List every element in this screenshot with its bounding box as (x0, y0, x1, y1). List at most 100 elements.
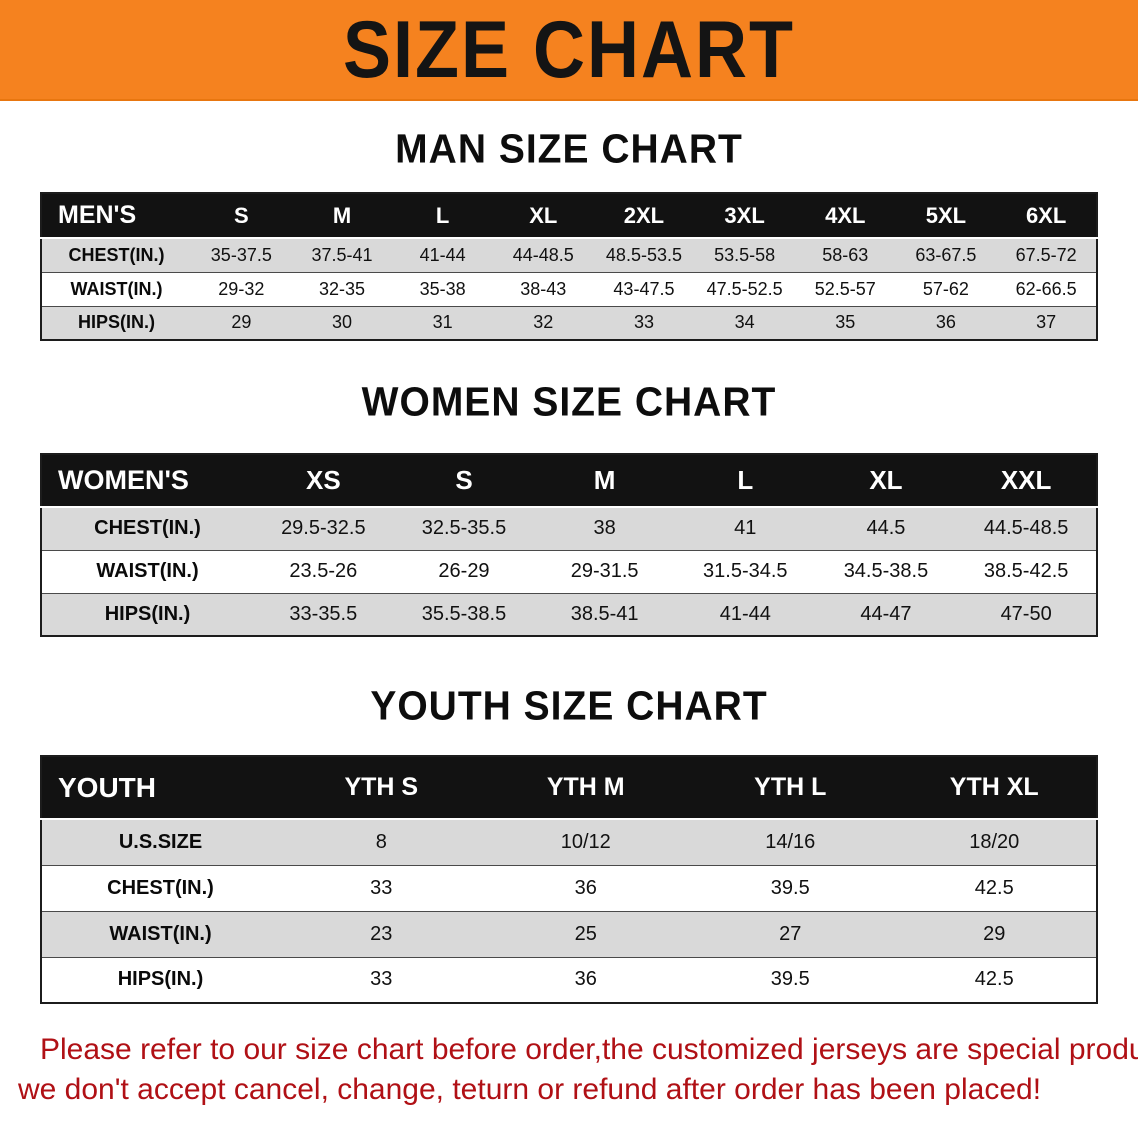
table-row: HIPS(IN.) 33-35.5 35.5-38.5 38.5-41 41-44 44-… (41, 592, 1097, 636)
size-column-header: YTH M (483, 756, 688, 820)
table-row: HIPS(IN.) 33 36 39.5 42.5 (41, 956, 1097, 1003)
size-column-header: XS (253, 454, 394, 508)
row-label: HIPS(IN.) (41, 956, 279, 1003)
table-title-cell: MEN'S (41, 193, 191, 239)
women-size-table: WOMEN'S XS S M L XL XXL CHEST(IN.) 29.5-32.5 32.5… (40, 453, 1098, 637)
size-value-cell: 23.5-26 (253, 549, 394, 593)
size-value-cell: 29 (892, 910, 1097, 957)
size-column-header: 2XL (593, 193, 695, 239)
size-value-cell: 36 (483, 956, 688, 1003)
size-value-cell: 25 (483, 910, 688, 957)
youth-size-section: YOUTH SIZE CHART YOUTH YTH S YTH M YTH L YTH… (0, 684, 1138, 1004)
size-value-cell: 33 (279, 864, 484, 911)
size-column-header: XL (492, 193, 594, 239)
row-label: U.S.SIZE (118, 830, 203, 853)
size-value-cell: 35.5-38.5 (393, 592, 535, 636)
size-column-header: S (191, 193, 292, 239)
men-section-heading: MAN SIZE CHART (395, 126, 743, 173)
disclaimer-line-1: Please refer to our size chart before or… (40, 1033, 1138, 1066)
size-value-cell: 47.5-52.5 (694, 271, 795, 306)
size-value-cell: 58-63 (822, 244, 869, 265)
size-value-cell: 38.5-41 (534, 592, 675, 636)
table-row: CHEST(IN.) 35-37.5 37.5-41 41-44 44-48.5 48.5… (41, 238, 1097, 272)
size-value-cell: 41-44 (674, 592, 816, 636)
table-header-row: YOUTH YTH S YTH M YTH L YTH XL (41, 756, 1097, 820)
size-value-cell: 29 (191, 305, 292, 340)
size-column-header: L (392, 193, 493, 239)
size-value-cell: 8 (375, 830, 387, 853)
row-label: CHEST(IN.) (68, 244, 165, 265)
women-size-section: WOMEN SIZE CHART WOMEN'S XS S M L XL XXL CHEST(… (0, 379, 1138, 637)
table-row: U.S.SIZE 8 10/12 14/16 18/20 (41, 819, 1097, 865)
size-value-cell: 31 (392, 305, 493, 340)
size-value-cell: 23 (279, 910, 484, 957)
size-column-header: YTH XL (892, 756, 1097, 820)
size-column-header: L (674, 454, 816, 508)
size-value-cell: 35-38 (392, 271, 493, 306)
men-size-section: MAN SIZE CHART MEN'S S M L XL 2XL 3XL 4XL 5XL 6XL… (0, 126, 1138, 341)
size-value-cell: 35-37.5 (210, 244, 272, 265)
size-value-cell: 35 (794, 305, 896, 340)
row-label: HIPS(IN.) (41, 592, 253, 636)
size-value-cell: 37.5-41 (311, 244, 373, 265)
row-label: WAIST(IN.) (41, 271, 191, 306)
table-title-cell: WOMEN'S (41, 454, 253, 508)
size-value-cell: 41-44 (419, 244, 466, 265)
row-label: CHEST(IN.) (94, 517, 201, 540)
size-value-cell: 31.5-34.5 (674, 549, 816, 593)
size-value-cell: 29-32 (191, 271, 292, 306)
size-value-cell: 18/20 (969, 830, 1020, 853)
size-value-cell: 33-35.5 (253, 592, 394, 636)
size-value-cell: 36 (895, 305, 997, 340)
page-title: SIZE CHART (343, 4, 795, 95)
women-section-heading: WOMEN SIZE CHART (361, 379, 777, 426)
size-value-cell: 27 (688, 910, 893, 957)
row-label: CHEST(IN.) (41, 864, 279, 911)
table-row: CHEST(IN.) 33 36 39.5 42.5 (41, 864, 1097, 911)
size-value-cell: 38 (593, 517, 616, 540)
men-size-table: MEN'S S M L XL 2XL 3XL 4XL 5XL 6XL CHEST(IN.) 35-37… (40, 192, 1098, 341)
size-value-cell: 39.5 (688, 864, 893, 911)
size-value-cell: 53.5-58 (714, 244, 776, 265)
size-value-cell: 34.5-38.5 (815, 549, 957, 593)
size-column-header: S (393, 454, 535, 508)
table-title-cell: YOUTH (41, 756, 279, 820)
disclaimer-line-2: we don't accept cancel, change, teturn o… (18, 1073, 1042, 1106)
size-value-cell: 47-50 (956, 592, 1097, 636)
size-value-cell: 62-66.5 (996, 271, 1097, 306)
size-value-cell: 42.5 (892, 864, 1097, 911)
size-value-cell: 38.5-42.5 (956, 549, 1097, 593)
table-row: WAIST(IN.) 29-32 32-35 35-38 38-43 43-47.5 47.… (41, 271, 1097, 306)
size-value-cell: 37 (996, 305, 1097, 340)
table-row: WAIST(IN.) 23.5-26 26-29 29-31.5 31.5-34.5 34… (41, 549, 1097, 593)
size-value-cell: 32.5-35.5 (421, 517, 507, 540)
size-value-cell: 44.5-48.5 (983, 517, 1069, 540)
size-value-cell: 14/16 (765, 830, 816, 853)
size-value-cell: 29.5-32.5 (281, 517, 366, 540)
size-value-cell: 41 (734, 517, 757, 540)
size-column-header: 3XL (694, 193, 795, 239)
table-row: WAIST(IN.) 23 25 27 29 (41, 910, 1097, 957)
size-value-cell: 29-31.5 (534, 549, 675, 593)
size-value-cell: 63-67.5 (915, 244, 977, 265)
row-label: WAIST(IN.) (41, 910, 279, 957)
size-value-cell: 32 (492, 305, 594, 340)
size-value-cell: 43-47.5 (593, 271, 695, 306)
size-value-cell: 42.5 (892, 956, 1097, 1003)
size-value-cell: 10/12 (560, 830, 611, 853)
size-value-cell: 67.5-72 (1015, 244, 1077, 265)
size-value-cell: 48.5-53.5 (605, 244, 682, 265)
size-column-header: YTH S (279, 756, 484, 820)
size-value-cell: 36 (483, 864, 688, 911)
size-value-cell: 33 (593, 305, 695, 340)
size-value-cell: 32-35 (291, 271, 393, 306)
size-value-cell: 33 (279, 956, 484, 1003)
table-row: HIPS(IN.) 29 30 31 32 33 34 35 36 37 (41, 305, 1097, 340)
size-value-cell: 52.5-57 (794, 271, 896, 306)
size-value-cell: 57-62 (895, 271, 997, 306)
size-value-cell: 34 (694, 305, 795, 340)
size-column-header: M (534, 454, 675, 508)
size-column-header: 5XL (895, 193, 997, 239)
table-header-row: WOMEN'S XS S M L XL XXL (41, 454, 1097, 508)
